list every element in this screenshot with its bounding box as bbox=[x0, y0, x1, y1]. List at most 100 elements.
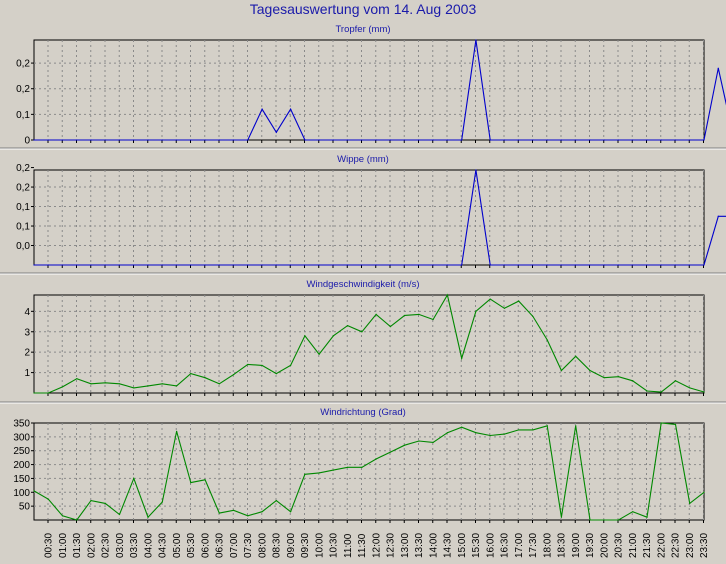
data-point bbox=[489, 139, 491, 141]
x-tick-label: 08:30 bbox=[272, 533, 283, 558]
data-point bbox=[76, 264, 78, 266]
data-point bbox=[589, 139, 591, 141]
data-point bbox=[375, 264, 377, 266]
chart-title: Wippe (mm) bbox=[337, 154, 389, 165]
data-point bbox=[47, 264, 49, 266]
data-point bbox=[232, 264, 235, 266]
plot-frame bbox=[33, 294, 705, 394]
y-tick-label: 200 bbox=[13, 460, 30, 471]
data-point bbox=[332, 335, 334, 337]
x-axis-labels: 00:30 01:00 01:30 02:00 02:30 03:00 03:30 04:00… bbox=[44, 533, 711, 558]
data-point bbox=[275, 264, 277, 266]
x-tick-label: 10:00 bbox=[314, 533, 325, 558]
data-point bbox=[61, 264, 64, 266]
data-point bbox=[674, 423, 677, 425]
data-point bbox=[389, 451, 391, 453]
data-point bbox=[674, 139, 677, 141]
data-point bbox=[575, 264, 577, 266]
data-point bbox=[546, 139, 548, 141]
x-tick-label: 02:00 bbox=[86, 533, 97, 558]
data-point bbox=[560, 516, 563, 518]
chart-title: Windrichtung (Grad) bbox=[320, 407, 406, 418]
data-point bbox=[33, 490, 35, 492]
data-point bbox=[361, 466, 363, 468]
y-tick-label: 300 bbox=[13, 432, 30, 443]
x-tick-label: 13:00 bbox=[400, 533, 411, 558]
y-tick-label: 3 bbox=[24, 327, 30, 338]
data-point bbox=[518, 139, 520, 141]
data-point bbox=[575, 139, 577, 141]
data-point bbox=[33, 139, 35, 141]
x-tick-label: 20:00 bbox=[599, 533, 610, 558]
x-tick-label: 18:30 bbox=[557, 533, 568, 558]
data-point bbox=[204, 479, 206, 481]
data-point bbox=[275, 373, 277, 375]
x-tick-label: 10:30 bbox=[329, 533, 340, 558]
data-point bbox=[446, 432, 449, 434]
data-point bbox=[76, 519, 78, 521]
x-tick-label: 22:30 bbox=[671, 533, 682, 558]
data-point bbox=[104, 264, 106, 266]
data-point bbox=[175, 430, 178, 432]
data-point bbox=[204, 139, 206, 141]
data-point bbox=[218, 264, 220, 266]
x-tick-label: 03:00 bbox=[115, 533, 126, 558]
data-point bbox=[133, 387, 135, 389]
data-point bbox=[175, 264, 178, 266]
x-tick-label: 08:00 bbox=[257, 533, 268, 558]
data-point bbox=[674, 380, 677, 382]
x-tick-label: 17:00 bbox=[514, 533, 525, 558]
y-tick-label: 0,2 bbox=[16, 183, 30, 194]
data-point bbox=[347, 325, 349, 327]
data-point bbox=[689, 139, 691, 141]
data-point bbox=[689, 387, 691, 389]
data-point bbox=[190, 264, 192, 266]
data-point bbox=[703, 391, 705, 393]
x-tick-label: 03:30 bbox=[129, 533, 140, 558]
x-tick-label: 19:00 bbox=[571, 533, 582, 558]
y-tick-label: 0,1 bbox=[16, 110, 30, 121]
data-point bbox=[375, 139, 377, 141]
data-point bbox=[289, 264, 292, 266]
x-tick-label: 23:00 bbox=[685, 533, 696, 558]
data-point bbox=[546, 339, 548, 341]
series-line bbox=[34, 39, 726, 141]
data-point bbox=[503, 139, 506, 141]
data-point bbox=[660, 264, 662, 266]
x-tick-label: 05:00 bbox=[172, 533, 183, 558]
data-point bbox=[461, 357, 463, 359]
data-point bbox=[275, 500, 277, 502]
page-title: Tagesauswertung vom 14. Aug 2003 bbox=[249, 1, 477, 17]
data-point bbox=[475, 310, 477, 312]
data-point bbox=[703, 264, 705, 266]
data-point bbox=[318, 353, 320, 355]
x-tick-label: 22:00 bbox=[656, 533, 667, 558]
data-point bbox=[361, 264, 363, 266]
data-point bbox=[332, 139, 334, 141]
x-tick-label: 09:30 bbox=[300, 533, 311, 558]
data-point bbox=[632, 264, 634, 266]
data-point bbox=[660, 391, 662, 393]
data-point bbox=[603, 264, 605, 266]
data-point bbox=[247, 264, 249, 266]
x-tick-label: 16:30 bbox=[500, 533, 511, 558]
data-point bbox=[261, 264, 263, 266]
data-point bbox=[118, 383, 121, 385]
data-point bbox=[475, 432, 477, 434]
data-point bbox=[560, 139, 563, 141]
data-point bbox=[503, 264, 506, 266]
x-tick-label: 19:30 bbox=[585, 533, 596, 558]
data-point bbox=[589, 369, 591, 372]
chart-panel-2: Wippe (mm) 0,0 0,1 0,1 0,2 0,2 bbox=[0, 154, 726, 275]
data-point bbox=[404, 139, 406, 141]
data-point bbox=[347, 139, 349, 141]
data-point bbox=[47, 498, 49, 500]
data-point bbox=[432, 441, 434, 443]
data-point bbox=[632, 380, 634, 382]
data-point bbox=[689, 264, 691, 266]
data-point bbox=[90, 500, 92, 502]
data-point bbox=[289, 364, 292, 367]
data-point bbox=[432, 139, 434, 141]
data-point bbox=[446, 264, 449, 266]
plot-frame bbox=[33, 169, 705, 266]
